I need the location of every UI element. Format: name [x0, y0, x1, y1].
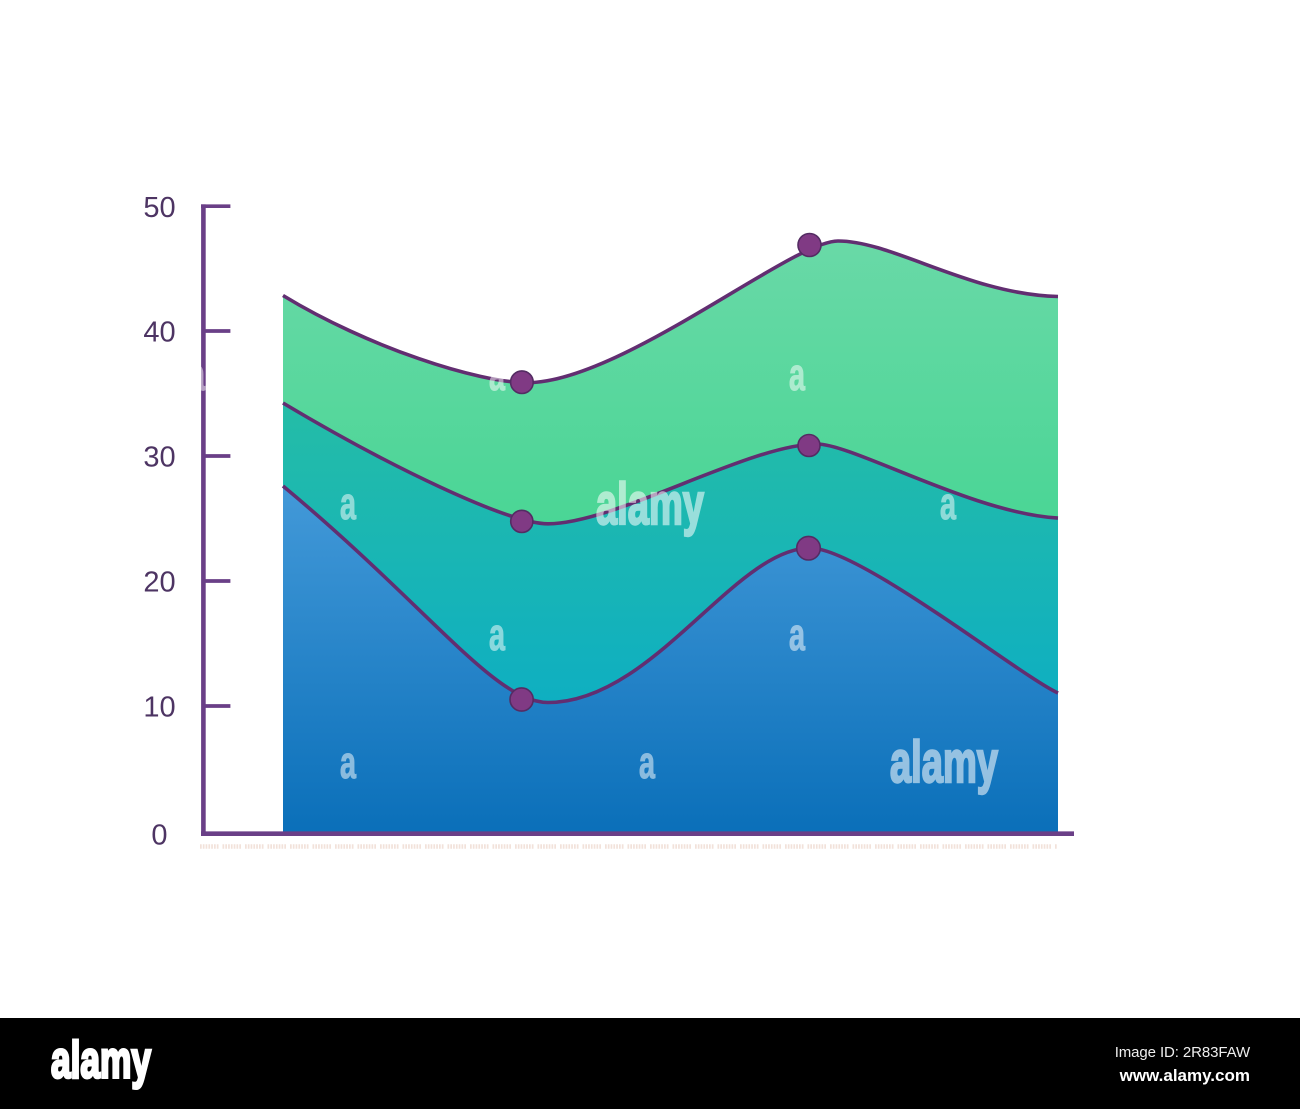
svg-text:a: a	[489, 349, 506, 400]
svg-text:30: 30	[143, 442, 175, 474]
svg-text:Image ID: 2R83FAW: Image ID: 2R83FAW	[1115, 1044, 1251, 1061]
svg-text:a: a	[639, 737, 656, 788]
svg-text:20: 20	[143, 567, 175, 599]
svg-text:a: a	[789, 609, 806, 660]
svg-text:a: a	[340, 737, 357, 788]
svg-text:www.alamy.com: www.alamy.com	[1119, 1066, 1250, 1085]
svg-text:a: a	[940, 478, 957, 529]
svg-text:10: 10	[143, 692, 175, 724]
svg-text:alamy: alamy	[596, 472, 704, 537]
svg-text:alamy: alamy	[51, 1032, 151, 1090]
svg-text:a: a	[340, 478, 357, 529]
svg-text:0: 0	[151, 819, 167, 851]
svg-text:alamy: alamy	[890, 730, 998, 795]
svg-text:40: 40	[143, 317, 175, 349]
svg-text:a: a	[789, 349, 806, 400]
svg-text:a: a	[489, 609, 506, 660]
svg-text:a: a	[189, 349, 206, 400]
svg-text:50: 50	[143, 192, 175, 224]
